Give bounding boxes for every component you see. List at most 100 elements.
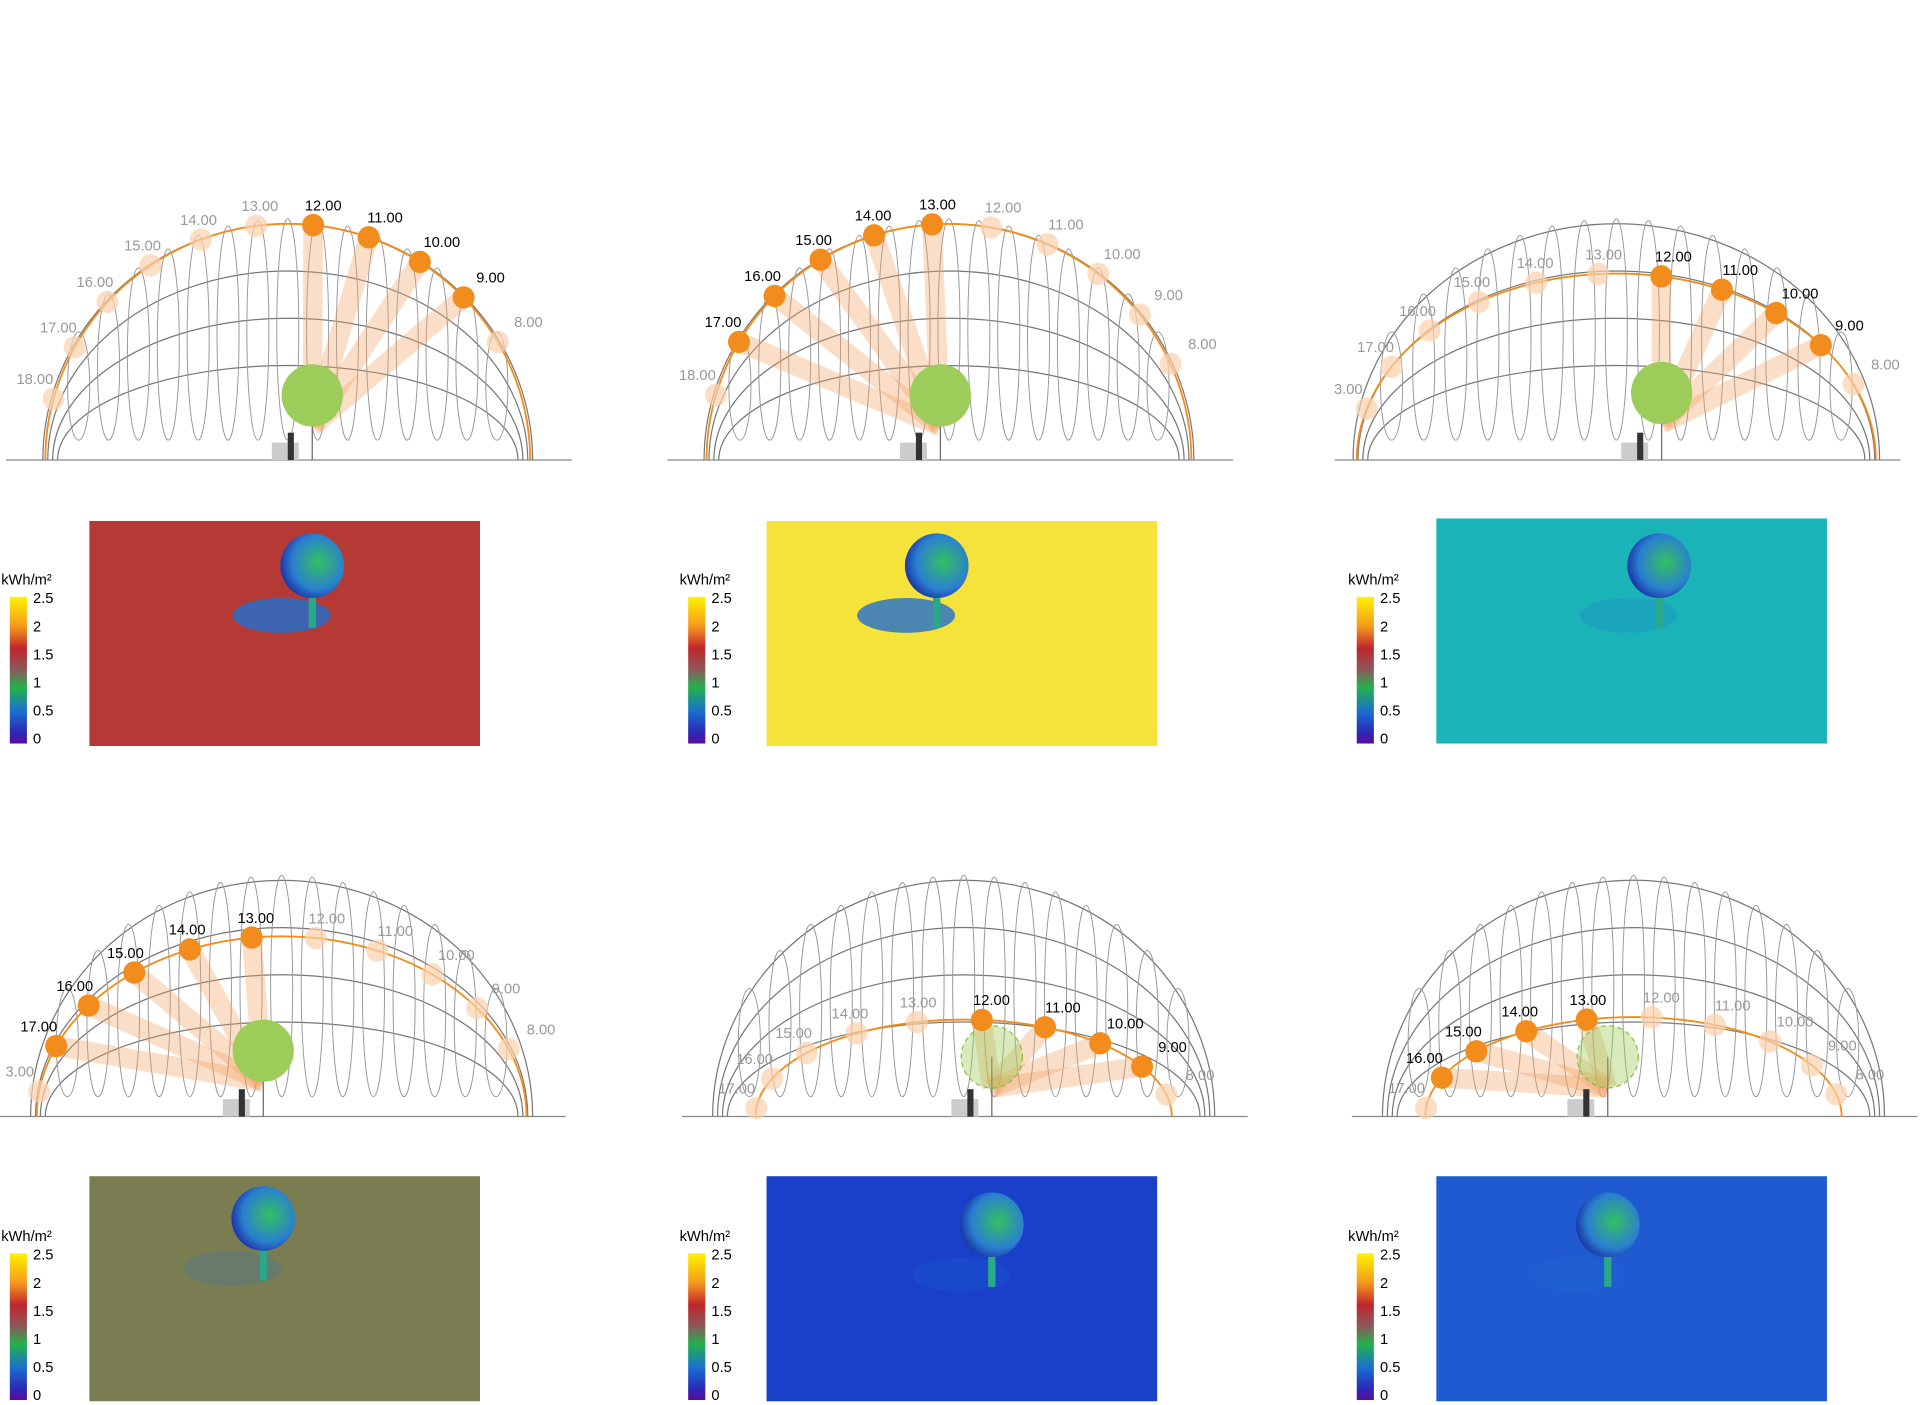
analemma [97,293,121,441]
analemma [1027,234,1051,441]
sun-position [1525,271,1548,294]
legend-tick: 2 [711,619,719,635]
analemma [1701,234,1725,441]
analemma [208,881,232,1098]
analemma [1044,891,1068,1098]
person [238,1089,245,1117]
dome-arc [712,879,1216,1117]
hour-label: 17.00 [40,321,77,337]
analemma [1074,904,1098,1098]
shade [1528,1257,1627,1292]
hour-label: 8.00 [1871,357,1900,373]
sphere [1575,1192,1640,1258]
analemma [1836,988,1860,1098]
legend-bar [1356,596,1374,744]
hour-label: 15.00 [795,233,832,249]
hour-label: 3.00 [1334,382,1363,398]
sun-position [1842,372,1865,396]
legend-tick: 2.5 [1380,1248,1400,1264]
sun-position [1825,1082,1848,1106]
sun-position [1380,355,1403,378]
legend-bar [688,1253,706,1401]
analemma [1468,923,1492,1098]
legend-tick: 1 [33,1332,41,1348]
hour-label: 13.00 [242,199,279,215]
legend-tick: 1 [711,675,719,691]
dome-arc [42,223,534,461]
analemma [1380,331,1404,441]
analemma [455,293,479,441]
analemma [997,225,1021,441]
sun-position [77,994,100,1017]
sun-position [178,938,201,961]
analemma [335,225,359,441]
sun-position [1759,1030,1782,1053]
legend-tick: 0 [33,1388,41,1404]
sun-position [1033,1016,1057,1039]
sun-ray [1657,336,1826,433]
bench [1621,442,1649,461]
sun-position [1650,265,1673,288]
analemma [1146,331,1170,441]
hour-label: 12.00 [985,201,1022,217]
tree-crown [1576,1025,1639,1089]
sun-position [1515,1020,1538,1043]
hour-label: 10.00 [423,235,460,251]
hour-label: 12.00 [1655,250,1692,266]
hour-label: 15.00 [775,1026,812,1042]
analemma [737,988,761,1098]
heatmap [766,1176,1158,1402]
analemma [1713,891,1737,1098]
legend-tick: 0.5 [711,1360,731,1376]
legend-bar [9,596,27,744]
analemma [788,267,812,441]
analemma [1765,267,1789,441]
legend-tick: 0 [711,732,719,748]
hour-label: 11.00 [1715,998,1751,1014]
stem [988,1249,996,1287]
dome-arc [1396,1021,1871,1117]
dome-arc [56,364,519,461]
sun-position [497,1037,520,1061]
sun-position [408,250,431,274]
legend-tick: 0.5 [33,704,53,720]
hour-label: 15.00 [1445,1024,1482,1040]
analemma [423,923,447,1098]
analemma [126,267,150,441]
legend-tick: 1 [1380,675,1388,691]
sun-position [795,1041,818,1065]
sun-position [1155,1083,1178,1106]
sun-position [1809,334,1832,357]
hour-label: 18.00 [17,372,54,388]
sun-position [245,214,268,238]
hour-label: 3.00 [5,1065,34,1081]
hour-label: 9.00 [1835,318,1864,334]
analemma [829,904,853,1098]
hour-label: 13.00 [919,198,956,214]
sun-position [1587,262,1610,286]
stem [259,1243,267,1281]
bench [222,1099,250,1117]
sun-position [1131,1055,1154,1078]
hour-label: 18.00 [679,368,716,384]
analemma [1591,876,1615,1098]
sun-position [863,224,886,247]
analemma [1166,988,1190,1098]
sun-position [486,330,509,354]
legend-tick: 0.5 [1380,704,1400,720]
hour-label: 11.00 [1722,263,1758,279]
sun-ray [1473,1041,1611,1098]
sun-position [809,248,832,271]
legend-bar [688,596,706,744]
analemma [877,225,901,441]
bench [900,442,927,461]
hour-label: 16.00 [1399,304,1436,320]
hour-label: 16.00 [744,269,781,285]
sun-position [28,1080,51,1103]
hour-label: 16.00 [77,275,114,291]
analemma [86,950,110,1098]
analemma [1056,248,1080,441]
sun-position [1703,1013,1726,1037]
